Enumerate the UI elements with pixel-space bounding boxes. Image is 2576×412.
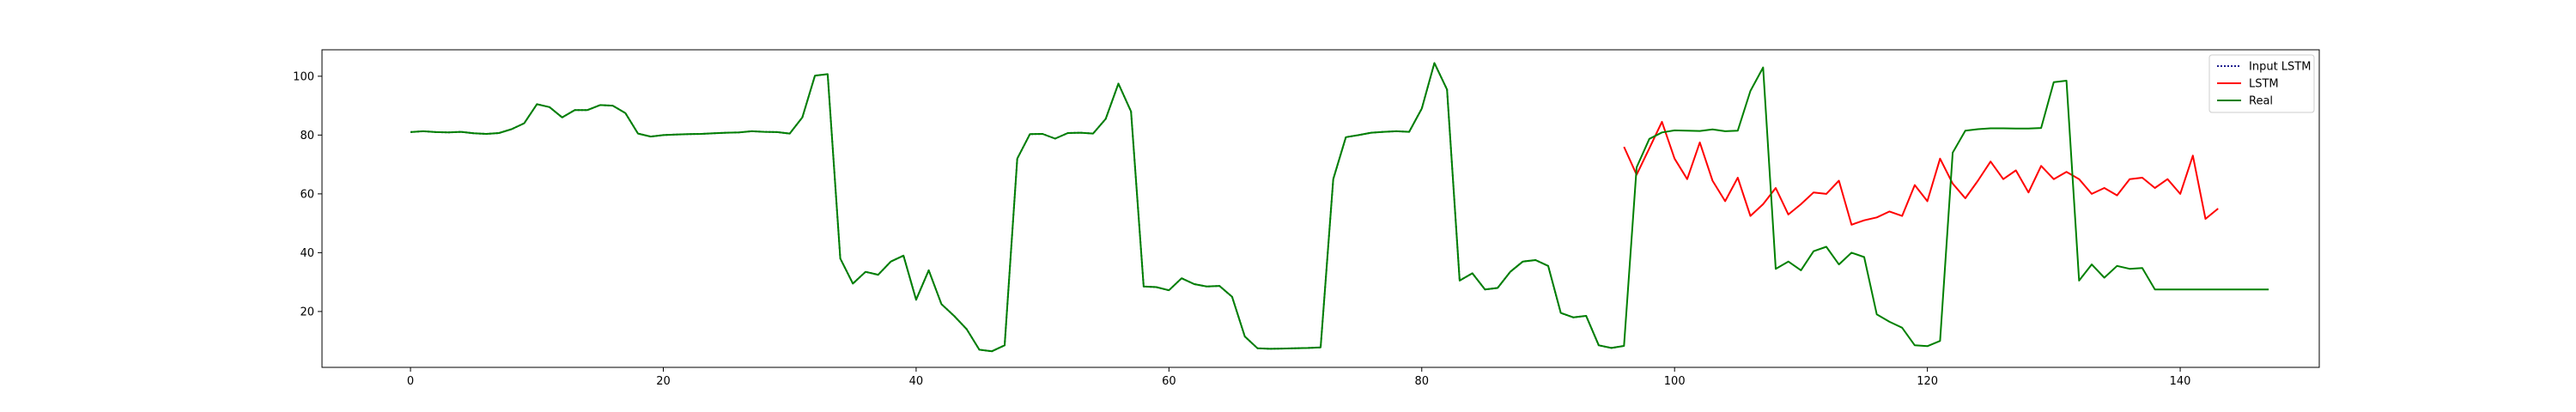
legend-label: Real bbox=[2249, 95, 2273, 108]
x-tick-label: 140 bbox=[2170, 375, 2191, 388]
plot-area-background bbox=[322, 50, 2319, 367]
legend-label: Input LSTM bbox=[2249, 61, 2311, 74]
series-line-lstm bbox=[1623, 120, 2219, 226]
y-tick-label: 60 bbox=[300, 188, 314, 201]
x-tick-label: 0 bbox=[407, 375, 414, 388]
y-tick-label: 40 bbox=[300, 247, 314, 260]
y-tick-label: 80 bbox=[300, 130, 314, 142]
y-tick-label: 100 bbox=[293, 70, 314, 83]
x-tick-label: 60 bbox=[1162, 375, 1176, 388]
series-line-real bbox=[410, 62, 2269, 353]
x-tick-label: 40 bbox=[909, 375, 924, 388]
legend-label: LSTM bbox=[2249, 78, 2279, 91]
plot-frame bbox=[321, 49, 2320, 368]
series-layer bbox=[410, 62, 2269, 353]
legend-box bbox=[2208, 54, 2315, 113]
x-tick-label: 80 bbox=[1414, 375, 1429, 388]
y-tick-label: 20 bbox=[300, 306, 314, 318]
legend: Input LSTM LSTM Real bbox=[2208, 54, 2315, 113]
x-tick-label: 120 bbox=[1917, 375, 1938, 388]
x-tick-label: 100 bbox=[1664, 375, 1686, 388]
axis-layer: 0 20 40 60 80 100 120 140 20 40 60 80 100 bbox=[293, 70, 2190, 388]
x-tick-label: 20 bbox=[656, 375, 671, 388]
